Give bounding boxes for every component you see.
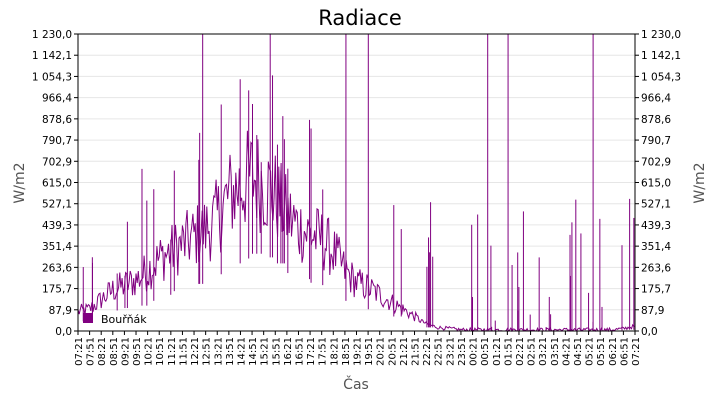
y-tick-label-right: 439,3 <box>641 220 671 232</box>
legend: Bouřňák <box>83 313 147 326</box>
y-tick-label-left: 1 054,3 <box>32 71 72 83</box>
y-tick-label-right: 1 054,3 <box>641 71 681 83</box>
x-tick-label: 10:21 <box>144 337 155 366</box>
y-tick-label-left: 439,3 <box>42 220 72 232</box>
x-tick-label: 14:21 <box>236 337 247 366</box>
x-axis-label: Čas <box>343 375 369 393</box>
y-tick-label-right: 966,4 <box>641 93 671 105</box>
x-tick-label: 06:21 <box>608 337 619 366</box>
x-tick-label: 17:21 <box>306 337 317 366</box>
y-tick-label-right: 351,4 <box>641 241 671 253</box>
x-tick-label: 07:21 <box>74 337 85 366</box>
y-tick-label-left: 966,4 <box>42 93 72 105</box>
y-tick-label-left: 1 142,1 <box>32 50 72 62</box>
x-tick-label: 12:21 <box>190 337 201 366</box>
legend-label: Bouřňák <box>101 313 147 326</box>
x-tick-label: 07:21 <box>631 337 642 366</box>
y-axis-label-left: W/m2 <box>12 162 28 203</box>
x-tick-label: 08:21 <box>97 337 108 366</box>
x-tick-label: 18:51 <box>341 337 352 366</box>
x-tick-label: 20:51 <box>387 337 398 366</box>
y-tick-label-right: 527,1 <box>641 199 671 211</box>
y-tick-label-right: 0,0 <box>641 326 658 338</box>
series-layer <box>77 130 636 333</box>
y-tick-label-left: 0,0 <box>55 326 72 338</box>
x-tick-label: 20:21 <box>376 337 387 366</box>
y-tick-label-right: 878,6 <box>641 114 671 126</box>
y-tick-label-right: 702,9 <box>641 156 671 168</box>
x-tick-label: 21:21 <box>399 337 410 366</box>
y-tick-label-left: 87,9 <box>49 305 72 317</box>
y-tick-label-left: 263,6 <box>42 262 72 274</box>
x-tick-label: 13:51 <box>225 337 236 366</box>
x-tick-label: 01:51 <box>503 337 514 366</box>
y-tick-label-left: 527,1 <box>42 199 72 211</box>
series-line <box>77 130 636 333</box>
x-tick-label: 08:51 <box>109 337 120 366</box>
x-tick-label: 04:21 <box>561 337 572 366</box>
x-tick-label: 23:51 <box>457 337 468 366</box>
y-axis-left: 1 230,0 1 142,1 1 054,3 966,4 878,6 790,7 702,… <box>32 29 78 338</box>
x-tick-label: 17:51 <box>318 337 329 366</box>
y-tick-label-left: 790,7 <box>42 135 72 147</box>
x-tick-label: 23:21 <box>445 337 456 366</box>
y-tick-label-right: 615,0 <box>641 178 671 190</box>
y-tick-label-right: 790,7 <box>641 135 671 147</box>
x-tick-label: 03:21 <box>538 337 549 366</box>
legend-swatch <box>83 313 93 323</box>
x-axis: 07:21 07:51 08:21 08:51 09:21 09:51 10:21 10:51… <box>74 331 642 366</box>
y-tick-label-left: 351,4 <box>42 241 72 253</box>
x-tick-label: 12:51 <box>202 337 213 366</box>
x-tick-label: 09:21 <box>120 337 131 366</box>
x-tick-label: 01:21 <box>492 337 503 366</box>
y-tick-label-left: 615,0 <box>42 178 72 190</box>
x-tick-label: 16:51 <box>294 337 305 366</box>
x-tick-label: 09:51 <box>132 337 143 366</box>
x-tick-label: 03:51 <box>550 337 561 366</box>
x-tick-label: 02:51 <box>527 337 538 366</box>
y-tick-label-right: 1 230,0 <box>641 29 681 41</box>
y-axis-label-right: W/m2 <box>692 162 708 203</box>
y-tick-label-left: 1 230,0 <box>32 29 72 41</box>
x-tick-label: 02:21 <box>515 337 526 366</box>
y-tick-label-left: 702,9 <box>42 156 72 168</box>
x-tick-label: 13:21 <box>213 337 224 366</box>
y-tick-label-right: 263,6 <box>641 262 671 274</box>
y-tick-label-left: 175,7 <box>42 284 72 296</box>
x-tick-label: 05:21 <box>585 337 596 366</box>
chart-title: Radiace <box>318 6 402 30</box>
x-tick-label: 15:51 <box>271 337 282 366</box>
x-tick-label: 10:51 <box>155 337 166 366</box>
y-tick-label-right: 1 142,1 <box>641 50 681 62</box>
x-tick-label: 00:51 <box>480 337 491 366</box>
x-tick-label: 11:51 <box>178 337 189 366</box>
x-tick-label: 15:21 <box>260 337 271 366</box>
x-tick-label: 04:51 <box>573 337 584 366</box>
spike-layer <box>82 34 635 331</box>
x-tick-label: 07:51 <box>86 337 97 366</box>
x-tick-label: 19:51 <box>364 337 375 366</box>
x-tick-label: 06:51 <box>619 337 630 366</box>
x-tick-label: 22:51 <box>434 337 445 366</box>
y-tick-label-right: 175,7 <box>641 284 671 296</box>
y-tick-label-right: 87,9 <box>641 305 664 317</box>
x-tick-label: 14:51 <box>248 337 259 366</box>
x-tick-label: 16:21 <box>283 337 294 366</box>
x-tick-label: 11:21 <box>167 337 178 366</box>
x-tick-label: 00:21 <box>469 337 480 366</box>
x-tick-label: 19:21 <box>353 337 364 366</box>
y-axis-right: 1 230,0 1 142,1 1 054,3 966,4 878,6 790,7 702,… <box>635 29 681 338</box>
x-tick-label: 18:21 <box>329 337 340 366</box>
y-tick-label-left: 878,6 <box>42 114 72 126</box>
x-tick-label: 21:51 <box>411 337 422 366</box>
x-tick-label: 05:51 <box>596 337 607 366</box>
x-tick-label: 22:21 <box>422 337 433 366</box>
